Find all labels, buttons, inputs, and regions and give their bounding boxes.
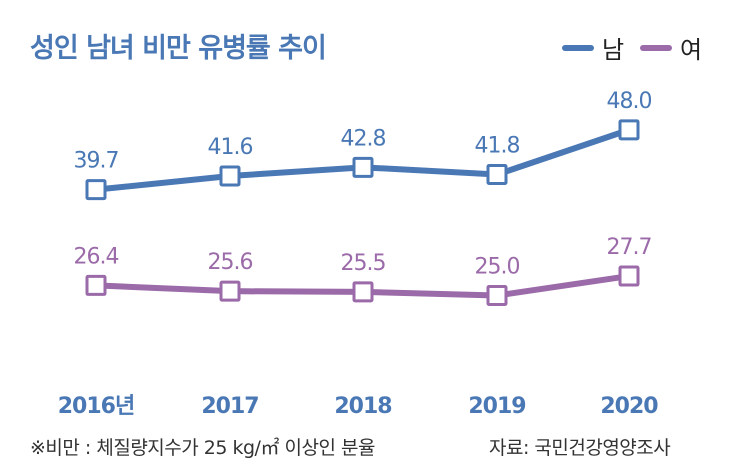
data-point-marker: [85, 179, 107, 201]
series-female: 26.4 25.6 25.5 25.0 27.7: [74, 235, 652, 306]
data-point-marker: [219, 165, 241, 187]
data-label: 48.0: [607, 89, 652, 114]
data-label: 41.8: [475, 134, 520, 159]
series-male: 39.7 41.6 42.8 41.8 48.0: [74, 89, 652, 201]
x-tick-label: 2016년: [58, 394, 134, 419]
data-label: 27.7: [607, 235, 652, 260]
x-tick-label: 2020: [600, 394, 658, 419]
data-point-marker: [486, 285, 508, 306]
footnote-definition: ※비만 : 체질량지수가 25 kg/㎡ 이상인 분율: [30, 437, 375, 459]
data-point-marker: [219, 280, 241, 302]
x-tick-label: 2017: [201, 394, 258, 419]
data-point-marker: [618, 119, 640, 141]
series-group: 39.7 41.6 42.8 41.8 48.0 26.4 25.6 25.5 25.0 27.7: [74, 89, 652, 306]
legend-item-female: 여: [640, 30, 702, 65]
legend-label-female: 여: [680, 36, 703, 64]
data-label: 25.0: [475, 255, 520, 280]
legend-item-male: 남: [562, 30, 624, 65]
data-label: 41.6: [208, 135, 253, 160]
data-point-marker: [352, 281, 374, 303]
data-point-marker: [486, 164, 508, 186]
x-tick-label: 2019: [468, 394, 525, 419]
chart-title: 성인 남녀 비만 유병률 추이: [30, 33, 327, 64]
data-label: 42.8: [341, 126, 386, 151]
footnote-source: 자료: 국민건강영양조사: [489, 437, 671, 459]
data-label: 25.6: [208, 250, 253, 275]
data-label: 39.7: [74, 149, 119, 174]
data-point-marker: [85, 274, 107, 296]
x-tick-label: 2018: [334, 394, 391, 419]
data-label: 25.5: [341, 251, 386, 276]
data-point-marker: [352, 156, 374, 178]
legend-swatch-male: [562, 44, 594, 51]
legend-label-male: 남: [602, 36, 625, 64]
legend-swatch-female: [640, 44, 672, 51]
x-axis-labels: 2016년 2017 2018 2019 2020: [58, 394, 660, 419]
data-point-marker: [618, 265, 640, 287]
data-label: 26.4: [74, 244, 119, 269]
